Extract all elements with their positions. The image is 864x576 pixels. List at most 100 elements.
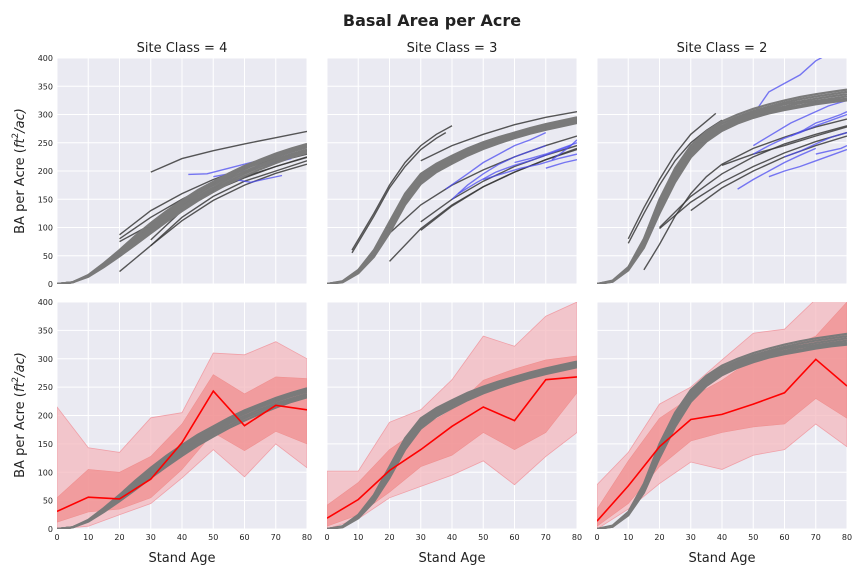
x-tick-label: 20 (654, 533, 664, 542)
mean-line (57, 389, 307, 513)
y-tick-label: 400 (38, 54, 53, 63)
model-curve (57, 151, 307, 284)
observed-line-gray (627, 112, 717, 240)
observed-line-gray (659, 125, 847, 228)
x-tick-label: 40 (447, 533, 457, 542)
observed-line-gray (150, 130, 307, 173)
observed-line-gray (351, 125, 453, 251)
model-curve (597, 343, 847, 529)
x-tick-label: 50 (208, 533, 218, 542)
panel-title: Site Class = 4 (137, 41, 228, 56)
mean-line (327, 376, 577, 519)
series-group (597, 58, 847, 284)
y-tick-label: 200 (38, 412, 53, 421)
y-tick-label: 0 (48, 280, 53, 289)
series-group (57, 341, 307, 529)
x-tick-label: 40 (717, 533, 727, 542)
observed-line-gray (721, 126, 847, 166)
x-tick-label: 80 (302, 533, 312, 542)
observed-line-blue (790, 111, 847, 137)
x-tick-label: 70 (541, 533, 551, 542)
x-tick-label: 20 (114, 533, 124, 542)
model-curve (597, 99, 847, 284)
model-curve (327, 366, 577, 529)
observed-line-blue (451, 144, 547, 200)
observed-line-blue (445, 131, 547, 190)
svg-text:BA per Acre (ft2/ac): BA per Acre (ft2/ac) (11, 352, 28, 478)
subplot: 0 50 100 150 200 250 300 350 400 (38, 54, 308, 289)
y-tick-label: 350 (38, 326, 53, 335)
observed-line-blue (551, 139, 577, 161)
panel-title: Site Class = 3 (407, 41, 498, 56)
y-tick-label: 50 (43, 497, 53, 506)
observed-line-gray (659, 131, 847, 230)
series-group (327, 302, 577, 529)
observed-line-blue (457, 144, 572, 195)
x-tick-label: 30 (416, 533, 426, 542)
observed-line-gray (690, 135, 847, 212)
y-tick-label: 350 (38, 82, 53, 91)
x-tick-label: 40 (177, 533, 187, 542)
observed-line-blue (752, 58, 823, 115)
subplot (326, 57, 578, 285)
x-tick-label: 70 (811, 533, 821, 542)
y-tick-label: 400 (38, 298, 53, 307)
x-tick-label: 0 (324, 533, 329, 542)
subplot: 0 10 20 30 40 50 60 70 80 (324, 301, 582, 542)
subplot: 0 10 20 30 40 50 60 70 80 (594, 301, 852, 542)
svg-text:BA per Acre (ft2/ac): BA per Acre (ft2/ac) (11, 108, 28, 234)
x-tick-label: 10 (353, 533, 363, 542)
x-tick-label: 30 (686, 533, 696, 542)
x-tick-label: 10 (83, 533, 93, 542)
observed-line-blue (768, 148, 847, 178)
observed-line-blue (752, 99, 847, 147)
subplot (596, 57, 848, 285)
y-axis-label-bottom: BA per Acre (ft2/ac) (11, 352, 28, 478)
observed-line-blue (737, 147, 817, 190)
observed-line-gray (420, 111, 577, 162)
series-group (327, 111, 577, 284)
x-tick-label: 50 (748, 533, 758, 542)
y-tick-label: 150 (38, 195, 53, 204)
series-group (57, 130, 307, 284)
observed-line-gray (420, 148, 577, 231)
plot-area: 0501001502002503003504000501001502002503… (38, 54, 852, 542)
y-tick-label: 300 (38, 355, 53, 364)
observed-line-blue (483, 153, 577, 181)
observed-line-blue (815, 144, 847, 155)
observed-line-blue (784, 131, 847, 158)
y-tick-label: 100 (38, 224, 53, 233)
panel-title: Site Class = 2 (677, 41, 768, 56)
x-tick-label: 0 (594, 533, 599, 542)
observed-line-blue (752, 113, 847, 155)
subplot: 0 50 100 150 200 250 300 350 400 0 10 20 30 40 50 60 70 8… (38, 298, 312, 542)
x-axis-label: Stand Age (148, 551, 215, 566)
x-tick-label: 0 (54, 533, 59, 542)
x-tick-label: 10 (623, 533, 633, 542)
y-tick-label: 150 (38, 440, 53, 449)
mean-line (597, 358, 847, 522)
x-tick-label: 20 (384, 533, 394, 542)
y-tick-label: 300 (38, 111, 53, 120)
y-axis-label-top: BA per Acre (ft2/ac) (11, 108, 28, 234)
observed-line-blue (545, 159, 577, 169)
x-tick-label: 60 (239, 533, 249, 542)
y-tick-label: 200 (38, 167, 53, 176)
x-tick-label: 80 (572, 533, 582, 542)
x-tick-label: 50 (478, 533, 488, 542)
y-tick-label: 100 (38, 468, 53, 477)
figure-title: Basal Area per Acre (343, 11, 521, 30)
y-tick-label: 0 (48, 525, 53, 534)
model-curve (327, 121, 577, 284)
x-tick-label: 70 (271, 533, 281, 542)
x-tick-label: 80 (842, 533, 852, 542)
observed-line-gray (150, 160, 307, 247)
observed-line-gray (351, 131, 447, 254)
x-tick-label: 30 (146, 533, 156, 542)
x-axis-label: Stand Age (688, 551, 755, 566)
y-tick-label: 50 (43, 252, 53, 261)
x-axis-label: Stand Age (418, 551, 485, 566)
observed-line-blue (514, 142, 577, 164)
x-tick-label: 60 (509, 533, 519, 542)
